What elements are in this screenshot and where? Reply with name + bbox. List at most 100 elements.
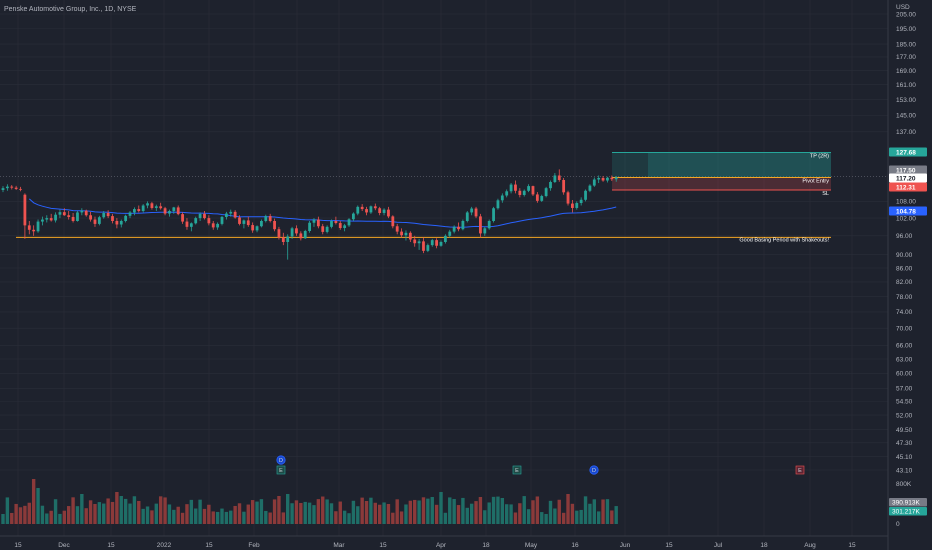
candle [549, 180, 552, 191]
time-tick-label: Dec [58, 542, 70, 549]
candle [535, 192, 539, 203]
currency-label: USD [896, 4, 910, 11]
price-tick-label: 153.00 [896, 97, 916, 104]
candle [207, 215, 211, 226]
price-tick-label: 63.00 [896, 356, 913, 363]
candle [553, 173, 557, 184]
volume-bar [596, 511, 601, 524]
candle [562, 177, 566, 195]
candle [387, 206, 390, 219]
time-axis[interactable]: 15 Dec 15 2022 15 Feb Mar 15 Apr 18 May 16 Jun 15 Jul 1… [14, 542, 856, 549]
volume-bar [27, 502, 31, 524]
chart-title: Penske Automotive Group, Inc., 1D, NYSE [4, 6, 137, 13]
time-tick-label: 18 [482, 542, 490, 549]
volume-bar [421, 497, 426, 524]
candle [540, 194, 544, 202]
price-tick-label: 108.00 [896, 199, 916, 206]
stop-label: SL [822, 191, 829, 197]
volume-bar [614, 506, 618, 524]
candle [352, 212, 355, 221]
candle [321, 223, 325, 235]
candle [84, 209, 88, 217]
volume-bar [369, 497, 373, 524]
dividend-marker[interactable]: D [276, 455, 286, 465]
candle [211, 220, 215, 230]
volume-bar [264, 510, 268, 524]
candle [19, 186, 22, 192]
candle [233, 210, 237, 219]
price-tick-label: 177.00 [896, 54, 916, 61]
volume-bar [579, 509, 583, 524]
candle [194, 216, 198, 225]
price-axis[interactable]: 205.00 195.00 185.00 177.00 169.00 161.00 153.… [896, 11, 916, 474]
event-markers[interactable]: DE E D E [276, 455, 805, 475]
candle [610, 175, 614, 182]
candle [557, 169, 561, 182]
volume-badge: 301.217K [889, 507, 927, 516]
volume-bar [605, 499, 610, 524]
candle [27, 220, 31, 235]
candle [479, 213, 482, 238]
svg-text:117.50: 117.50 [896, 167, 916, 174]
candle [102, 211, 106, 219]
volume-bar [294, 500, 299, 524]
volume-bar [312, 505, 316, 524]
candle [62, 208, 66, 216]
candle [391, 215, 395, 229]
price-tick-label: 45.10 [896, 454, 913, 461]
volume-bar [194, 508, 198, 524]
volume-bar [496, 496, 500, 524]
candle [141, 204, 145, 213]
earnings-marker[interactable]: E [512, 465, 522, 475]
volume-bar [399, 511, 404, 524]
earnings-marker[interactable]: E [276, 465, 286, 475]
volume-bar [452, 498, 456, 524]
volume-bar [491, 496, 496, 524]
candle [189, 222, 193, 232]
volume-bar [202, 508, 207, 524]
svg-text:E: E [515, 468, 519, 474]
volume-bar [469, 503, 474, 524]
candle [71, 212, 75, 223]
volume-bar [557, 499, 561, 524]
candle [268, 213, 272, 223]
time-tick-label: May [525, 542, 538, 549]
volume-bar [49, 510, 53, 524]
candle [531, 185, 535, 197]
candle [378, 206, 382, 216]
candle [448, 229, 452, 238]
candle [176, 205, 180, 216]
target-zone [612, 152, 831, 178]
volume-bar [448, 497, 452, 524]
candle [5, 184, 9, 191]
dividend-marker[interactable]: D [589, 465, 599, 475]
earnings-marker[interactable]: E [795, 465, 805, 475]
candle [461, 219, 465, 231]
volume-bar [334, 511, 338, 524]
price-tick-label: 185.00 [896, 41, 916, 48]
volume-bar [53, 499, 58, 524]
candle [496, 198, 500, 210]
volume-bar [18, 507, 23, 524]
volume-bar [548, 500, 553, 524]
candle [509, 183, 513, 194]
volume-bar [561, 512, 566, 524]
candle [163, 206, 167, 216]
candle [97, 215, 101, 226]
price-badge: 127.68 [889, 147, 927, 157]
stop-zone [612, 177, 831, 190]
price-tick-label: 161.00 [896, 82, 916, 89]
candle [67, 211, 71, 220]
volume-bar [360, 497, 364, 524]
volume-bar [303, 501, 307, 524]
candle [277, 226, 281, 240]
volume-bar [505, 504, 509, 524]
candle [260, 219, 263, 228]
volume-bar [115, 492, 119, 524]
long-position-tool[interactable]: TP (2R) Pivot Entry SL [612, 151, 831, 197]
volume-bar [67, 506, 71, 524]
price-tick-label: 86.00 [896, 265, 913, 272]
